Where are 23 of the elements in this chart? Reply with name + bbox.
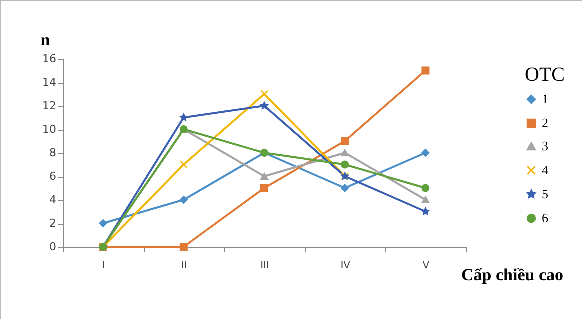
y-tick-label: 0 [50,240,56,254]
y-axis-title: n [40,30,51,50]
x-axis-title: Cấp chiều cao [462,266,564,284]
legend-label: 4 [542,162,549,178]
y-tick-label: 16 [42,52,56,66]
legend-label: 6 [542,210,549,226]
legend-title: OTC [525,64,565,86]
y-tick-label: 8 [50,146,56,160]
x-tick-label: II [181,260,188,272]
x-tick-label: V [422,260,430,272]
y-tick-label: 6 [50,170,56,183]
x-tick-label: IV [340,260,351,272]
x-tick-label: III [260,260,270,272]
y-tick-label: 12 [42,100,56,112]
y-tick-label: 2 [50,217,56,230]
x-tick-label: I [102,260,106,272]
legend-label: 5 [542,186,548,202]
legend-label: 2 [542,116,548,130]
y-tick-label: 14 [42,76,56,89]
y-tick-label: 4 [50,194,56,206]
y-tick-label: 10 [42,123,56,136]
legend-label: 1 [542,92,548,106]
legend-label: 3 [542,138,548,154]
